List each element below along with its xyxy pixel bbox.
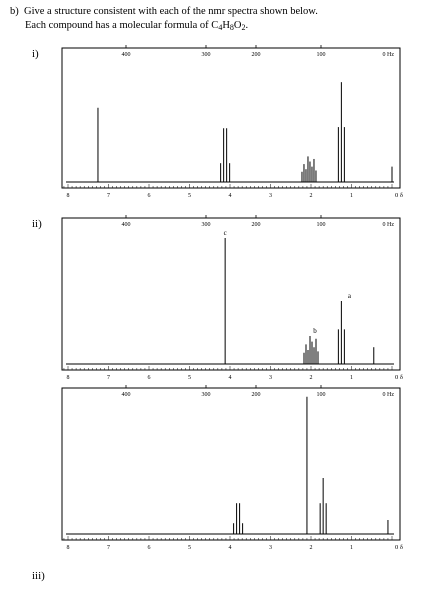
ppm-tick-label: 4 — [229, 545, 232, 551]
formula-o: O — [233, 20, 242, 31]
peak-label: b — [313, 327, 317, 335]
question-label: b) — [10, 6, 19, 17]
part-label-ii: ii) — [32, 218, 42, 230]
ppm-end-label: 0 δ — [395, 374, 403, 381]
ppm-tick-label: 5 — [188, 545, 191, 551]
hz-tick-label: 300 — [202, 52, 211, 58]
ppm-tick-label: 8 — [67, 193, 70, 199]
ppm-tick-label: 1 — [350, 545, 353, 551]
ppm-tick-label: 5 — [188, 193, 191, 199]
ppm-end-label: 0 δ — [395, 544, 403, 551]
question-text: Give a structure consistent with each of… — [24, 6, 318, 17]
formula-c-sub: 4 — [218, 23, 223, 32]
part-label-i: i) — [32, 48, 39, 60]
spectrum-frame — [61, 217, 401, 371]
ppm-tick-label: 2 — [310, 375, 313, 381]
formula-suffix: . — [245, 20, 249, 31]
ppm-end-label: 0 δ — [395, 192, 403, 199]
ppm-tick-label: 3 — [269, 375, 272, 381]
formula-o-sub: 2 — [241, 23, 246, 32]
ppm-tick-label: 7 — [107, 375, 110, 381]
ppm-tick-label: 5 — [188, 375, 191, 381]
ppm-tick-label: 6 — [148, 375, 151, 381]
ppm-tick-label: 4 — [229, 193, 232, 199]
formula-prefix: Each compound has a molecular formula of… — [25, 20, 219, 31]
ppm-tick-label: 3 — [269, 193, 272, 199]
ppm-tick-label: 7 — [107, 545, 110, 551]
hz-tick-label: 200 — [252, 392, 261, 398]
ppm-tick-label: 4 — [229, 375, 232, 381]
hz-tick-label: 300 — [202, 392, 211, 398]
hz-tick-label: 100 — [317, 392, 326, 398]
peak-label: a — [348, 292, 352, 300]
part-label-iii: iii) — [32, 570, 45, 582]
ppm-tick-label: 7 — [107, 193, 110, 199]
ppm-tick-label: 8 — [67, 545, 70, 551]
ppm-tick-label: 6 — [148, 545, 151, 551]
question-line-2: Each compound has a molecular formula of… — [10, 19, 318, 35]
ppm-tick-label: 1 — [350, 193, 353, 199]
spectrum-frame — [61, 47, 401, 189]
hz-tick-label: 400 — [122, 222, 131, 228]
peak-label: c — [224, 229, 227, 237]
ppm-tick-label: 2 — [310, 193, 313, 199]
hz-tick-label: 100 — [317, 52, 326, 58]
hz-tick-label: 400 — [122, 52, 131, 58]
hz-tick-label: 200 — [252, 222, 261, 228]
hz-end-label: 0 Hz — [383, 392, 395, 398]
ppm-tick-label: 6 — [148, 193, 151, 199]
hz-tick-label: 300 — [202, 222, 211, 228]
formula-h: H — [222, 20, 230, 31]
question-line-1: b) Give a structure consistent with each… — [10, 5, 318, 19]
formula-h-sub: 8 — [229, 23, 234, 32]
hz-tick-label: 100 — [317, 222, 326, 228]
question-header: b) Give a structure consistent with each… — [10, 5, 318, 35]
hz-tick-label: 200 — [252, 52, 261, 58]
hz-end-label: 0 Hz — [383, 52, 395, 58]
ppm-tick-label: 3 — [269, 545, 272, 551]
ppm-tick-label: 2 — [310, 545, 313, 551]
hz-end-label: 0 Hz — [383, 222, 395, 228]
ppm-tick-label: 1 — [350, 375, 353, 381]
spectrum-frame — [61, 387, 401, 541]
hz-tick-label: 400 — [122, 392, 131, 398]
ppm-tick-label: 8 — [67, 375, 70, 381]
